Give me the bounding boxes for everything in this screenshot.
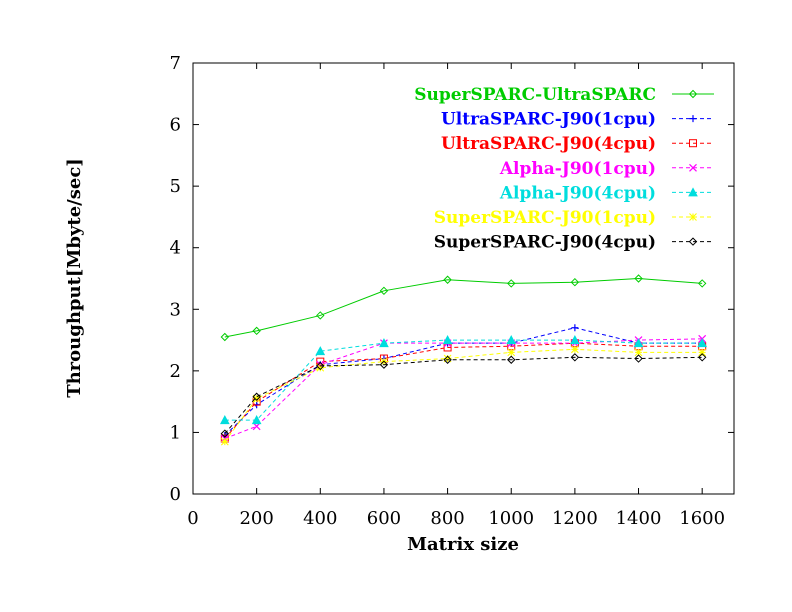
x-tick-label: 1000	[488, 508, 534, 529]
data-point	[506, 335, 517, 345]
legend-label: Alpha-J90(1cpu)	[499, 159, 656, 179]
x-tick-label: 400	[303, 508, 337, 529]
legend-marker	[689, 213, 697, 221]
legend-label: Alpha-J90(4cpu)	[499, 183, 656, 203]
legend-item-3: UltraSPARC-J90(4cpu)	[441, 134, 714, 154]
legend-label: UltraSPARC-J90(4cpu)	[441, 134, 656, 154]
legend-marker	[689, 115, 697, 123]
series-4	[220, 334, 707, 443]
legend-item-2: UltraSPARC-J90(1cpu)	[441, 110, 714, 130]
legend-marker	[688, 187, 698, 197]
legend-label: UltraSPARC-J90(1cpu)	[441, 110, 656, 130]
data-point	[443, 354, 452, 363]
series-line	[224, 277, 703, 338]
legend-item-1: SuperSPARC-UltraSPARC	[414, 85, 714, 105]
y-tick-label: 3	[170, 299, 181, 320]
legend-marker	[689, 139, 697, 148]
y-tick-label: 2	[170, 361, 181, 382]
data-point	[507, 348, 516, 357]
data-point	[252, 326, 261, 336]
legend-item-7: SuperSPARC-J90(4cpu)	[434, 233, 714, 253]
x-tick-label: 0	[187, 508, 198, 529]
series-line	[224, 348, 703, 442]
data-point	[570, 345, 579, 354]
x-tick-label: 1400	[616, 508, 662, 529]
data-point	[219, 415, 230, 425]
legend-item-6: SuperSPARC-J90(1cpu)	[434, 208, 714, 228]
y-tick-label: 7	[170, 53, 181, 74]
data-point	[220, 332, 230, 342]
data-point	[316, 361, 325, 371]
x-tick-label: 600	[367, 508, 401, 529]
legend-marker	[688, 89, 698, 99]
series-7	[220, 353, 707, 438]
x-tick-label: 800	[430, 508, 464, 529]
data-point	[379, 338, 389, 348]
series-layer	[219, 274, 708, 446]
series-1	[220, 274, 707, 342]
series-line	[224, 356, 703, 434]
legend-label: SuperSPARC-J90(1cpu)	[434, 208, 656, 228]
data-point	[220, 437, 229, 446]
data-point	[316, 363, 325, 372]
y-tick-label: 0	[170, 484, 181, 505]
data-point	[220, 429, 230, 438]
data-point	[379, 286, 389, 296]
x-tick-label: 1600	[679, 508, 725, 529]
legend-marker	[688, 237, 698, 246]
data-point	[252, 392, 261, 401]
data-point	[633, 338, 644, 348]
data-point	[507, 279, 516, 288]
series-5	[219, 335, 708, 425]
plot-frame	[192, 62, 735, 495]
data-point	[697, 279, 707, 288]
data-point	[442, 335, 453, 345]
data-point	[443, 355, 452, 364]
series-line	[224, 338, 703, 440]
y-tick-label: 4	[170, 238, 181, 259]
axis-ticks: 0 200 400 600 800 1000 1200 1400 1600 0 1 2 3 4 5 6 7	[170, 53, 734, 529]
data-point	[570, 335, 580, 345]
x-axis-title: Matrix size	[407, 534, 519, 555]
legend-item-4: Alpha-J90(1cpu)	[499, 159, 714, 179]
data-point	[316, 311, 325, 320]
series-6	[220, 345, 707, 446]
x-tick-label: 1200	[552, 508, 598, 529]
series-3	[220, 339, 707, 443]
y-axis-title: Throughput[Mbyte/sec]	[64, 158, 85, 398]
data-point	[315, 346, 326, 356]
legend-item-5: Alpha-J90(4cpu)	[499, 183, 714, 203]
data-point	[251, 415, 262, 425]
data-point	[698, 348, 707, 357]
data-point	[443, 275, 452, 284]
legend: SuperSPARC-UltraSPARC UltraSPARC-J90(1cpu…	[414, 85, 714, 253]
y-tick-label: 5	[170, 176, 181, 197]
y-tick-label: 1	[170, 422, 181, 443]
data-point	[570, 353, 580, 362]
data-point	[697, 338, 708, 348]
data-point	[697, 353, 707, 362]
data-point	[634, 354, 643, 363]
legend-label: SuperSPARC-UltraSPARC	[414, 85, 656, 105]
data-point	[507, 355, 516, 364]
y-tick-label: 6	[170, 115, 181, 136]
series-2	[221, 324, 706, 440]
data-point	[252, 394, 261, 403]
legend-label: SuperSPARC-J90(4cpu)	[434, 233, 656, 253]
data-point	[571, 324, 579, 332]
legend-marker	[689, 163, 697, 172]
series-line	[224, 327, 703, 436]
data-point	[634, 348, 643, 357]
data-point	[570, 277, 580, 287]
x-tick-label: 200	[239, 508, 273, 529]
data-point	[634, 274, 643, 283]
data-point	[379, 360, 389, 369]
